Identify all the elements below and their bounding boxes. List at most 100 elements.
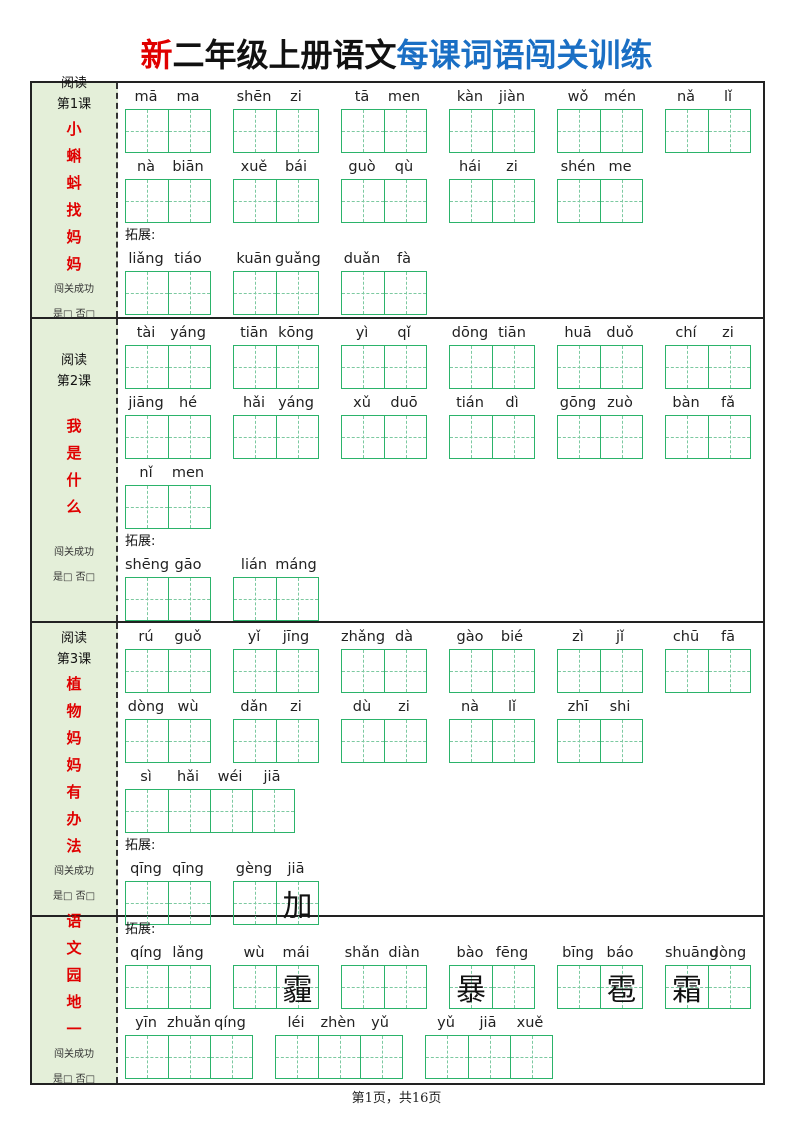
- tianzige-cell[interactable]: [168, 578, 210, 620]
- tianzige-cell[interactable]: [234, 180, 276, 222]
- tianzige-cell[interactable]: [126, 1036, 168, 1078]
- tianzige-cell[interactable]: 雹: [600, 966, 642, 1008]
- tianzige-cell[interactable]: [492, 180, 534, 222]
- tianzige-cell[interactable]: [168, 180, 210, 222]
- tianzige-cell[interactable]: [276, 180, 318, 222]
- tianzige-cell[interactable]: 加: [276, 882, 318, 924]
- tianzige-cell[interactable]: [276, 720, 318, 762]
- tianzige-cell[interactable]: [450, 650, 492, 692]
- tianzige-cell[interactable]: [210, 790, 252, 832]
- tianzige-cell[interactable]: [234, 416, 276, 458]
- tianzige-cell[interactable]: 霾: [276, 966, 318, 1008]
- tianzige-cell[interactable]: [468, 1036, 510, 1078]
- tianzige-cell[interactable]: [384, 416, 426, 458]
- tianzige-cell[interactable]: [168, 416, 210, 458]
- tianzige-cell[interactable]: [126, 486, 168, 528]
- tianzige-cell[interactable]: [126, 180, 168, 222]
- tianzige-cell[interactable]: [492, 416, 534, 458]
- tianzige-cell[interactable]: [276, 416, 318, 458]
- tianzige-cell[interactable]: [600, 110, 642, 152]
- tianzige-cell[interactable]: [450, 720, 492, 762]
- tianzige-cell[interactable]: 暴: [450, 966, 492, 1008]
- tianzige-cell[interactable]: [600, 416, 642, 458]
- tianzige-cell[interactable]: [384, 272, 426, 314]
- tianzige-cell[interactable]: [342, 416, 384, 458]
- tianzige-cell[interactable]: [558, 650, 600, 692]
- tianzige-cell[interactable]: [126, 578, 168, 620]
- tianzige-cell[interactable]: [276, 1036, 318, 1078]
- tianzige-cell[interactable]: [492, 346, 534, 388]
- tianzige-cell[interactable]: [708, 416, 750, 458]
- tianzige-cell[interactable]: 霜: [666, 966, 708, 1008]
- tianzige-cell[interactable]: [558, 110, 600, 152]
- tianzige-cell[interactable]: [168, 110, 210, 152]
- tianzige-cell[interactable]: [126, 272, 168, 314]
- tianzige-cell[interactable]: [450, 346, 492, 388]
- tianzige-cell[interactable]: [600, 346, 642, 388]
- tianzige-cell[interactable]: [126, 882, 168, 924]
- tianzige-cell[interactable]: [558, 966, 600, 1008]
- tianzige-cell[interactable]: [558, 720, 600, 762]
- tianzige-cell[interactable]: [126, 110, 168, 152]
- tianzige-cell[interactable]: [168, 720, 210, 762]
- yes-no-checkboxes[interactable]: 是□ 否□: [52, 308, 96, 320]
- tianzige-cell[interactable]: [342, 650, 384, 692]
- tianzige-cell[interactable]: [450, 416, 492, 458]
- tianzige-cell[interactable]: [342, 180, 384, 222]
- tianzige-cell[interactable]: [492, 650, 534, 692]
- tianzige-cell[interactable]: [276, 578, 318, 620]
- tianzige-cell[interactable]: [384, 720, 426, 762]
- tianzige-cell[interactable]: [168, 882, 210, 924]
- tianzige-cell[interactable]: [342, 720, 384, 762]
- tianzige-cell[interactable]: [168, 346, 210, 388]
- tianzige-cell[interactable]: [666, 416, 708, 458]
- tianzige-cell[interactable]: [276, 346, 318, 388]
- tianzige-cell[interactable]: [558, 180, 600, 222]
- tianzige-cell[interactable]: [210, 1036, 252, 1078]
- tianzige-cell[interactable]: [342, 966, 384, 1008]
- tianzige-cell[interactable]: [558, 416, 600, 458]
- tianzige-cell[interactable]: [558, 346, 600, 388]
- tianzige-cell[interactable]: [426, 1036, 468, 1078]
- tianzige-cell[interactable]: [168, 272, 210, 314]
- tianzige-cell[interactable]: [276, 272, 318, 314]
- tianzige-cell[interactable]: [342, 346, 384, 388]
- tianzige-cell[interactable]: [234, 578, 276, 620]
- tianzige-cell[interactable]: [384, 346, 426, 388]
- tianzige-cell[interactable]: [450, 110, 492, 152]
- tianzige-cell[interactable]: [168, 1036, 210, 1078]
- tianzige-cell[interactable]: [126, 416, 168, 458]
- yes-no-checkboxes[interactable]: 是□ 否□: [52, 571, 96, 583]
- tianzige-cell[interactable]: [234, 110, 276, 152]
- tianzige-cell[interactable]: [384, 180, 426, 222]
- tianzige-cell[interactable]: [276, 110, 318, 152]
- tianzige-cell[interactable]: [234, 720, 276, 762]
- tianzige-cell[interactable]: [342, 110, 384, 152]
- tianzige-cell[interactable]: [168, 486, 210, 528]
- tianzige-cell[interactable]: [360, 1036, 402, 1078]
- tianzige-cell[interactable]: [126, 346, 168, 388]
- tianzige-cell[interactable]: [126, 650, 168, 692]
- tianzige-cell[interactable]: [492, 966, 534, 1008]
- tianzige-cell[interactable]: [126, 966, 168, 1008]
- tianzige-cell[interactable]: [168, 650, 210, 692]
- tianzige-cell[interactable]: [450, 180, 492, 222]
- tianzige-cell[interactable]: [384, 650, 426, 692]
- tianzige-cell[interactable]: [666, 346, 708, 388]
- tianzige-cell[interactable]: [234, 272, 276, 314]
- tianzige-cell[interactable]: [708, 110, 750, 152]
- tianzige-cell[interactable]: [342, 272, 384, 314]
- tianzige-cell[interactable]: [234, 650, 276, 692]
- tianzige-cell[interactable]: [234, 346, 276, 388]
- tianzige-cell[interactable]: [276, 650, 318, 692]
- tianzige-cell[interactable]: [510, 1036, 552, 1078]
- tianzige-cell[interactable]: [492, 720, 534, 762]
- tianzige-cell[interactable]: [384, 110, 426, 152]
- tianzige-cell[interactable]: [252, 790, 294, 832]
- tianzige-cell[interactable]: [492, 110, 534, 152]
- tianzige-cell[interactable]: [234, 882, 276, 924]
- tianzige-cell[interactable]: [708, 346, 750, 388]
- tianzige-cell[interactable]: [168, 966, 210, 1008]
- tianzige-cell[interactable]: [666, 650, 708, 692]
- tianzige-cell[interactable]: [600, 720, 642, 762]
